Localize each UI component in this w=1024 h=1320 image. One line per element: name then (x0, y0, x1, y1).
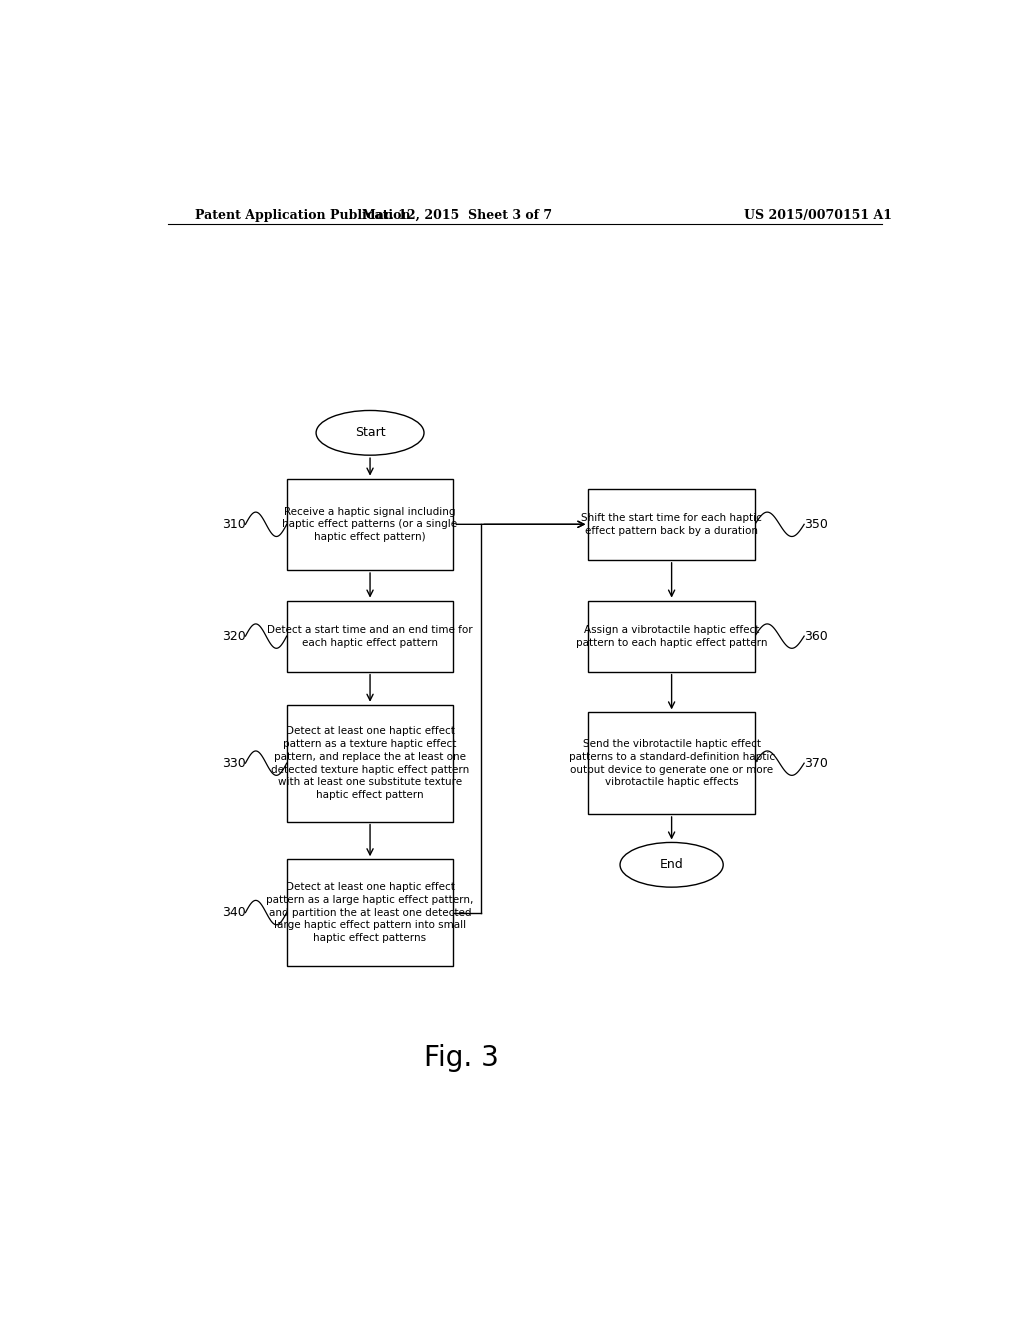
Text: Receive a haptic signal including
haptic effect patterns (or a single
haptic eff: Receive a haptic signal including haptic… (283, 507, 458, 543)
FancyBboxPatch shape (588, 713, 755, 814)
Text: Mar. 12, 2015  Sheet 3 of 7: Mar. 12, 2015 Sheet 3 of 7 (362, 209, 552, 222)
Text: Detect at least one haptic effect
pattern as a large haptic effect pattern,
and : Detect at least one haptic effect patter… (266, 882, 474, 944)
FancyBboxPatch shape (588, 488, 755, 560)
Text: 350: 350 (804, 517, 828, 531)
Text: Assign a vibrotactile haptic effect
pattern to each haptic effect pattern: Assign a vibrotactile haptic effect patt… (575, 624, 767, 648)
Text: Start: Start (354, 426, 385, 440)
Text: Fig. 3: Fig. 3 (424, 1044, 499, 1072)
Text: 360: 360 (804, 630, 827, 643)
FancyBboxPatch shape (588, 601, 755, 672)
FancyBboxPatch shape (287, 479, 454, 570)
Text: Send the vibrotactile haptic effect
patterns to a standard-definition haptic
out: Send the vibrotactile haptic effect patt… (568, 739, 775, 787)
Text: US 2015/0070151 A1: US 2015/0070151 A1 (744, 209, 893, 222)
Text: Detect at least one haptic effect
pattern as a texture haptic effect
pattern, an: Detect at least one haptic effect patter… (271, 726, 469, 800)
Ellipse shape (316, 411, 424, 455)
FancyBboxPatch shape (287, 859, 454, 966)
Text: Shift the start time for each haptic
effect pattern back by a duration: Shift the start time for each haptic eff… (582, 513, 762, 536)
Text: 320: 320 (222, 630, 246, 643)
FancyBboxPatch shape (287, 601, 454, 672)
Text: End: End (659, 858, 683, 871)
Text: 340: 340 (222, 906, 246, 919)
Text: Patent Application Publication: Patent Application Publication (196, 209, 411, 222)
Text: Detect a start time and an end time for
each haptic effect pattern: Detect a start time and an end time for … (267, 624, 473, 648)
Text: 330: 330 (222, 756, 246, 770)
FancyBboxPatch shape (287, 705, 454, 821)
Text: 370: 370 (804, 756, 828, 770)
Text: 310: 310 (222, 517, 246, 531)
Ellipse shape (621, 842, 723, 887)
